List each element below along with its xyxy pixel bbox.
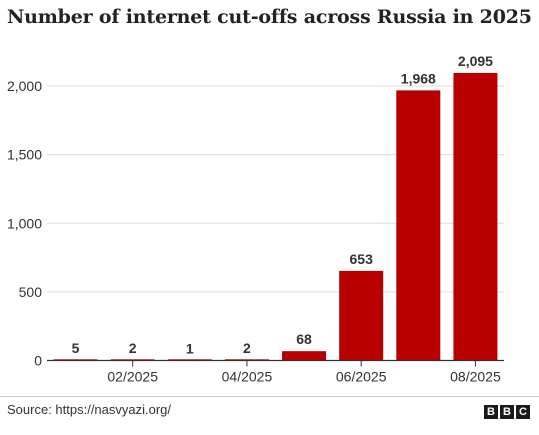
y-tick-label: 0 (34, 353, 42, 369)
bar-value-label: 2 (243, 340, 251, 356)
y-tick-label: 1,000 (7, 215, 42, 231)
footer-divider (0, 396, 539, 397)
bar-value-label: 2 (129, 340, 137, 356)
y-axis-tick-labels: 0 500 1,000 1,500 2,000 (7, 78, 42, 369)
bar-value-label: 1,968 (401, 70, 436, 86)
bar-05/2025 (282, 351, 327, 361)
y-tick-label: 1,500 (7, 147, 42, 163)
x-tick-label: 06/2025 (336, 369, 387, 385)
logo-letter: C (516, 405, 530, 419)
x-axis-ticks: 02/2025 04/2025 06/2025 08/2025 (107, 360, 501, 385)
bar-08/2025 (453, 72, 498, 361)
bars (53, 72, 498, 361)
logo-letter: B (484, 405, 498, 419)
y-tick-label: 500 (19, 284, 43, 300)
x-tick-label: 04/2025 (222, 369, 273, 385)
bbc-logo: B B C (484, 405, 530, 419)
source-note: Source: https://nasvyazi.org/ (7, 402, 172, 417)
bar-value-label: 68 (296, 331, 312, 347)
x-tick-label: 02/2025 (107, 369, 158, 385)
bar-06/2025 (339, 270, 384, 361)
x-tick-label: 08/2025 (450, 369, 501, 385)
chart-title: Number of internet cut-offs across Russi… (7, 6, 532, 28)
logo-letter: B (500, 405, 514, 419)
y-tick-label: 2,000 (7, 78, 42, 94)
bar-value-label: 653 (350, 251, 374, 267)
bar-value-label: 5 (72, 340, 80, 356)
bar-07/2025 (396, 90, 441, 361)
bar-value-label: 2,095 (458, 53, 493, 69)
bar-value-labels: 5 2 1 2 68 653 1,968 2,095 (72, 53, 493, 356)
bar-value-label: 1 (186, 340, 194, 356)
